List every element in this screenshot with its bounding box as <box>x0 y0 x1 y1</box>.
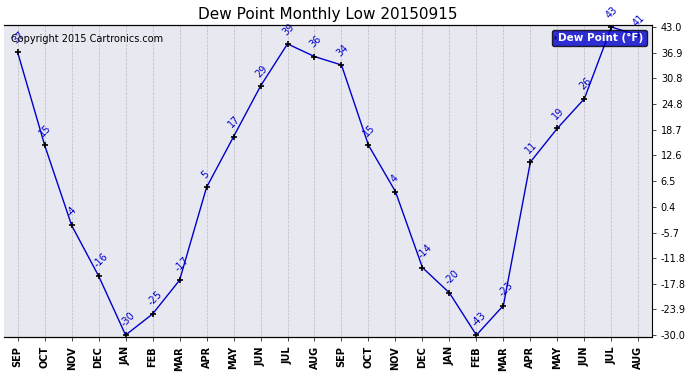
Text: -17: -17 <box>172 255 191 273</box>
Text: -30: -30 <box>119 310 137 328</box>
Text: 11: 11 <box>524 140 539 155</box>
Text: 41: 41 <box>631 13 647 28</box>
Text: 29: 29 <box>254 63 269 79</box>
Text: 39: 39 <box>281 21 296 37</box>
Text: 36: 36 <box>308 34 324 50</box>
Text: -4: -4 <box>65 204 79 218</box>
Text: 5: 5 <box>199 169 211 180</box>
Text: 37: 37 <box>11 30 26 45</box>
Text: -23: -23 <box>496 280 515 298</box>
Text: 15: 15 <box>362 122 377 138</box>
Text: -16: -16 <box>92 251 110 269</box>
Text: 34: 34 <box>335 42 351 58</box>
Text: -14: -14 <box>415 242 434 261</box>
Text: 4: 4 <box>388 173 400 184</box>
Text: Copyright 2015 Cartronics.com: Copyright 2015 Cartronics.com <box>10 34 163 44</box>
Text: 15: 15 <box>38 122 54 138</box>
Text: 17: 17 <box>226 114 242 130</box>
Title: Dew Point Monthly Low 20150915: Dew Point Monthly Low 20150915 <box>198 8 457 22</box>
Text: 43: 43 <box>604 4 620 20</box>
Text: 26: 26 <box>578 76 593 92</box>
Text: 19: 19 <box>551 106 566 122</box>
Text: -20: -20 <box>442 268 461 286</box>
Text: -25: -25 <box>146 289 164 307</box>
Legend: Dew Point (°F): Dew Point (°F) <box>552 30 647 46</box>
Text: -43: -43 <box>469 310 488 328</box>
